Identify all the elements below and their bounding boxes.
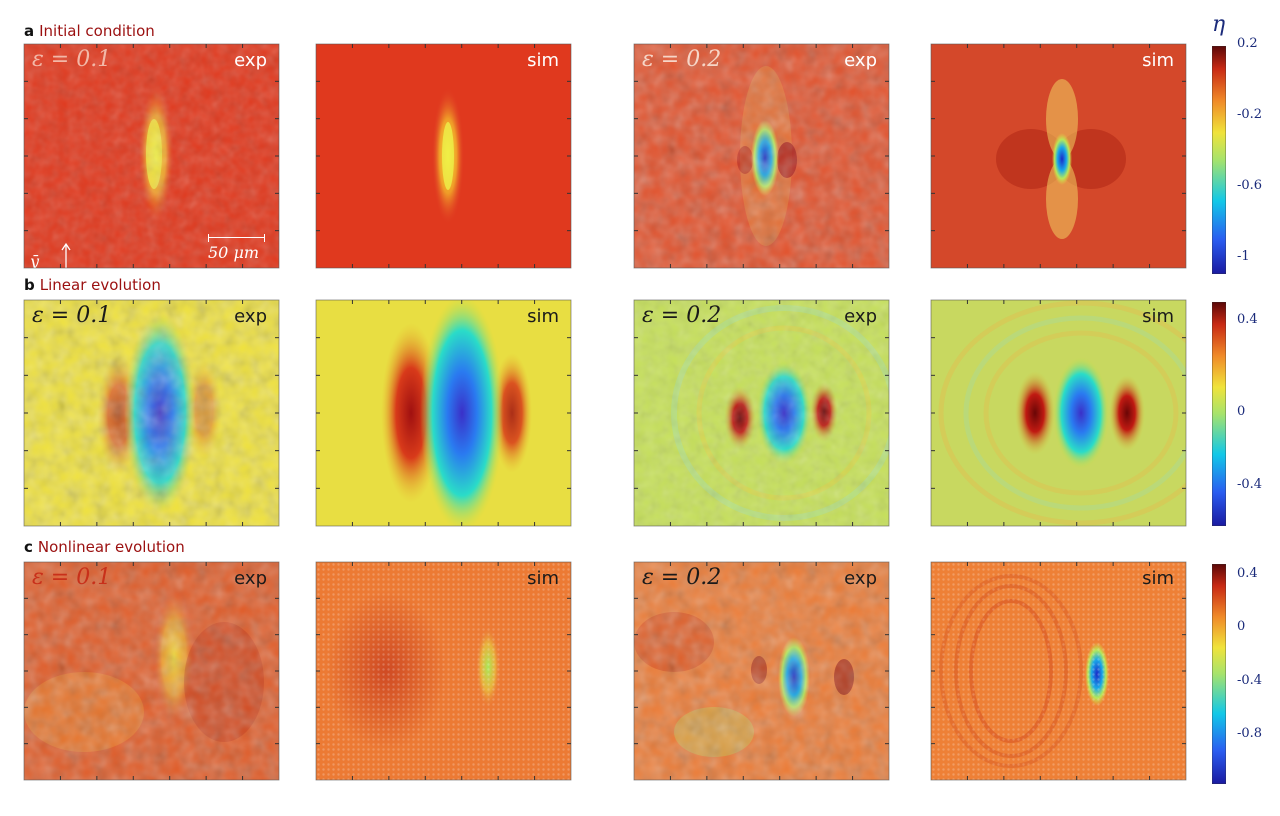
panel-a-sim-eps01: sim xyxy=(316,44,571,268)
colorbar-tick: -0.8 xyxy=(1237,726,1263,741)
epsilon-label: ε = 0.2 xyxy=(642,565,722,590)
colorbar-tick: -0.6 xyxy=(1237,178,1263,193)
panel-c-exp-eps01: ε = 0.1 exp xyxy=(24,562,279,780)
colorbar-tick: -0.4 xyxy=(1237,477,1263,492)
sim-tag: sim xyxy=(1142,568,1174,589)
field-image xyxy=(24,562,279,780)
exp-tag: exp xyxy=(234,306,267,327)
field-image xyxy=(931,300,1186,526)
row-b-label: b Linear evolution xyxy=(24,276,161,294)
scale-bar-line xyxy=(208,234,265,242)
field-image xyxy=(316,300,571,526)
colorbar-tick: 0.4 xyxy=(1237,312,1258,327)
y-axis-label: ȳ xyxy=(30,252,40,268)
exp-tag: exp xyxy=(844,306,877,327)
eta-symbol: η xyxy=(1212,12,1226,37)
colorbar-gradient xyxy=(1212,46,1226,274)
scale-bar-label: 50 μm xyxy=(208,243,260,262)
panel-a-exp-eps02: ε = 0.2 exp xyxy=(634,44,889,268)
field-image xyxy=(634,300,889,526)
colorbar-tick: 0 xyxy=(1237,619,1246,634)
colorbar-tick: 0.2 xyxy=(1237,36,1258,51)
sim-tag: sim xyxy=(527,50,559,71)
colorbar-c xyxy=(1212,564,1226,784)
row-c-label: c Nonlinear evolution xyxy=(24,538,185,556)
panel-c-exp-eps02: ε = 0.2 exp xyxy=(634,562,889,780)
colorbar-tick: -0.4 xyxy=(1237,673,1263,688)
epsilon-label: ε = 0.1 xyxy=(32,565,112,590)
row-letter: b xyxy=(24,276,35,294)
sim-tag: sim xyxy=(1142,50,1174,71)
row-title: Initial condition xyxy=(39,22,155,40)
colorbar-b xyxy=(1212,302,1226,526)
panel-a-exp-eps01: ε = 0.1 exp ȳ x 50 μm xyxy=(24,44,279,268)
row-letter: a xyxy=(24,22,35,40)
field-image xyxy=(931,562,1186,780)
field-image xyxy=(634,44,889,268)
exp-tag: exp xyxy=(844,568,877,589)
panel-c-sim-eps02: sim xyxy=(931,562,1186,780)
field-image xyxy=(931,44,1186,268)
exp-tag: exp xyxy=(234,568,267,589)
sim-tag: sim xyxy=(527,568,559,589)
epsilon-label: ε = 0.1 xyxy=(32,47,112,72)
row-title: Nonlinear evolution xyxy=(37,538,185,556)
row-a-label: a Initial condition xyxy=(24,22,155,40)
field-image xyxy=(316,44,571,268)
panel-b-exp-eps02: ε = 0.2 exp xyxy=(634,300,889,526)
colorbar-tick: 0 xyxy=(1237,404,1246,419)
panel-b-sim-eps01: sim xyxy=(316,300,571,526)
axes-indicator xyxy=(61,242,71,268)
exp-tag: exp xyxy=(234,50,267,71)
colorbar-tick: -1 xyxy=(1237,249,1250,264)
colorbar-tick: 0.4 xyxy=(1237,566,1258,581)
epsilon-label: ε = 0.2 xyxy=(642,47,722,72)
colorbar-a xyxy=(1212,46,1226,274)
colorbar-tick: -0.2 xyxy=(1237,107,1263,122)
epsilon-label: ε = 0.2 xyxy=(642,303,722,328)
field-image xyxy=(634,562,889,780)
sim-tag: sim xyxy=(527,306,559,327)
row-title: Linear evolution xyxy=(39,276,161,294)
colorbar-gradient xyxy=(1212,302,1226,526)
exp-tag: exp xyxy=(844,50,877,71)
field-image xyxy=(24,300,279,526)
panel-b-exp-eps01: ε = 0.1 exp xyxy=(24,300,279,526)
panel-a-sim-eps02: sim xyxy=(931,44,1186,268)
row-letter: c xyxy=(24,538,33,556)
field-image xyxy=(316,562,571,780)
colorbar-gradient xyxy=(1212,564,1226,784)
epsilon-label: ε = 0.1 xyxy=(32,303,112,328)
sim-tag: sim xyxy=(1142,306,1174,327)
panel-b-sim-eps02: sim xyxy=(931,300,1186,526)
panel-c-sim-eps01: sim xyxy=(316,562,571,780)
